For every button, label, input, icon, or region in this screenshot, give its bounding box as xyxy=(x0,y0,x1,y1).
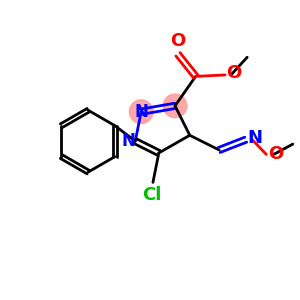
Text: N: N xyxy=(247,129,262,147)
Text: O: O xyxy=(226,64,242,82)
Text: Cl: Cl xyxy=(142,186,161,204)
Text: N: N xyxy=(122,132,136,150)
Circle shape xyxy=(129,100,153,124)
Text: N: N xyxy=(134,103,148,121)
Circle shape xyxy=(163,94,187,118)
Text: O: O xyxy=(268,146,283,164)
Text: O: O xyxy=(170,32,186,50)
